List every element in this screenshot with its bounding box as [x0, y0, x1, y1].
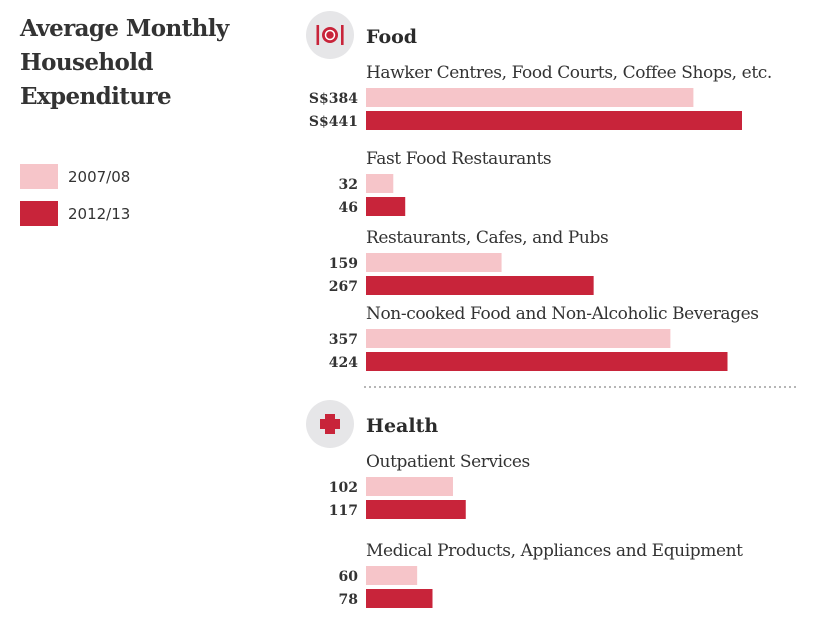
legend-swatch-2007-08	[20, 164, 58, 189]
category-label-restaurants-cafes-and-pubs: Restaurants, Cafes, and Pubs	[366, 228, 608, 248]
value-label-hawker-centres-food-courts-coffee-shops-etc-2007-08: S$384	[309, 91, 358, 107]
legend-label-2012-13: 2012/13	[68, 204, 131, 223]
value-label-non-cooked-food-and-non-alcoholic-beverages-2012-13: 424	[329, 355, 358, 371]
value-label-outpatient-services-2007-08: 102	[329, 480, 358, 496]
bar-restaurants-cafes-and-pubs-2012-13	[366, 276, 594, 295]
plate-icon	[322, 27, 338, 43]
health-section-title: Health	[366, 415, 438, 437]
plate-rim-icon	[324, 29, 336, 41]
cross-horizontal-icon	[320, 419, 340, 429]
bar-hawker-centres-food-courts-coffee-shops-etc-2012-13	[366, 111, 742, 130]
category-label-non-cooked-food-and-non-alcoholic-beverages: Non-cooked Food and Non-Alcoholic Bevera…	[366, 304, 759, 324]
legend-item-2007-08: 2007/08	[20, 164, 130, 189]
category-label-fast-food-restaurants: Fast Food Restaurants	[366, 149, 551, 169]
value-label-medical-products-appliances-and-equipment-2012-13: 78	[339, 592, 358, 608]
category-label-hawker-centres-food-courts-coffee-shops-etc: Hawker Centres, Food Courts, Coffee Shop…	[366, 63, 772, 83]
value-label-outpatient-services-2012-13: 117	[329, 503, 358, 519]
value-label-fast-food-restaurants-2012-13: 46	[339, 200, 358, 216]
fork-icon	[316, 25, 320, 45]
category-label-outpatient-services: Outpatient Services	[366, 452, 530, 472]
bar-hawker-centres-food-courts-coffee-shops-etc-2007-08	[366, 88, 694, 107]
legend-label-2007-08: 2007/08	[68, 167, 131, 186]
legend-item-2012-13: 2012/13	[20, 201, 130, 226]
bar-fast-food-restaurants-2007-08	[366, 174, 394, 193]
value-label-non-cooked-food-and-non-alcoholic-beverages-2007-08: 357	[329, 332, 358, 348]
chart-title: Average Monthly Household Expenditure	[20, 15, 229, 110]
bar-restaurants-cafes-and-pubs-2007-08	[366, 253, 502, 272]
bar-outpatient-services-2007-08	[366, 477, 453, 496]
knife-icon	[341, 25, 344, 45]
bar-fast-food-restaurants-2012-13	[366, 197, 406, 216]
bar-outpatient-services-2012-13	[366, 500, 466, 519]
legend-swatch-2012-13	[20, 201, 58, 226]
category-label-medical-products-appliances-and-equipment: Medical Products, Appliances and Equipme…	[366, 541, 743, 561]
value-label-fast-food-restaurants-2007-08: 32	[339, 177, 358, 193]
value-label-restaurants-cafes-and-pubs-2007-08: 159	[329, 256, 358, 272]
value-label-restaurants-cafes-and-pubs-2012-13: 267	[329, 279, 358, 295]
bar-non-cooked-food-and-non-alcoholic-beverages-2007-08	[366, 329, 671, 348]
value-label-hawker-centres-food-courts-coffee-shops-etc-2012-13: S$441	[309, 114, 358, 130]
legend: 2007/08 2012/13	[20, 164, 130, 238]
food-section-title: Food	[366, 26, 417, 48]
bar-medical-products-appliances-and-equipment-2012-13	[366, 589, 433, 608]
bar-non-cooked-food-and-non-alcoholic-beverages-2012-13	[366, 352, 728, 371]
value-label-medical-products-appliances-and-equipment-2007-08: 60	[339, 569, 359, 585]
bar-medical-products-appliances-and-equipment-2007-08	[366, 566, 418, 585]
